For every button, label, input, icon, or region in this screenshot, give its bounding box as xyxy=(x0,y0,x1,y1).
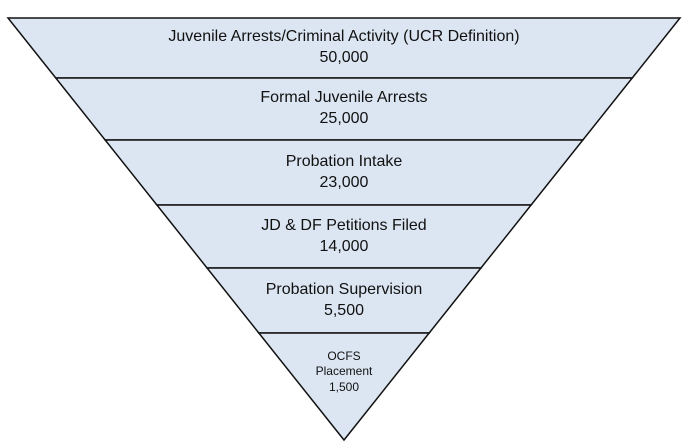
stage-value: 1,500 xyxy=(328,379,360,394)
stage-text: Formal Juvenile Arrests 25,000 xyxy=(110,78,578,140)
stage-label: Formal Juvenile Arrests xyxy=(260,89,428,107)
stage-value: 25,000 xyxy=(319,110,369,127)
funnel-stage xyxy=(257,332,431,442)
stage-text: OCFS Placement 1,500 xyxy=(309,337,379,407)
stage-value: 5,500 xyxy=(323,301,364,319)
stage-value: 50,000 xyxy=(319,49,369,66)
stage-text: Probation Intake 23,000 xyxy=(162,140,526,205)
stage-label: JD & DF Petitions Filed xyxy=(261,216,427,234)
stage-label: Probation Intake xyxy=(285,152,403,170)
stage-text: Probation Supervision 5,500 xyxy=(264,268,424,333)
stage-label: OCFS Placement xyxy=(315,348,373,379)
stage-value: 23,000 xyxy=(319,173,369,191)
stage-value: 14,000 xyxy=(319,237,369,255)
stage-text: JD & DF Petitions Filed 14,000 xyxy=(212,205,476,268)
stage-label: Juvenile Arrests/Criminal Activity (UCR … xyxy=(168,28,520,46)
stage-label: Probation Supervision xyxy=(265,280,423,298)
stage-text: Juvenile Arrests/Criminal Activity (UCR … xyxy=(61,18,627,78)
